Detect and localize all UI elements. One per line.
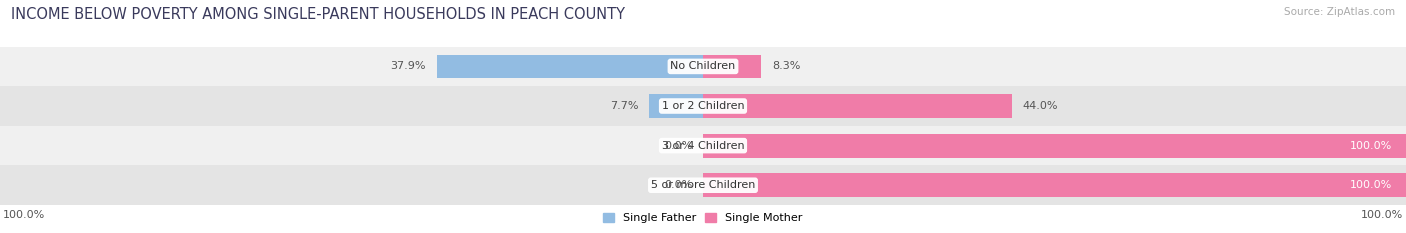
- Text: No Children: No Children: [671, 62, 735, 71]
- Bar: [703, 55, 762, 78]
- Bar: [436, 55, 703, 78]
- Legend: Single Father, Single Mother: Single Father, Single Mother: [599, 208, 807, 227]
- Text: 0.0%: 0.0%: [664, 180, 693, 190]
- Text: Source: ZipAtlas.com: Source: ZipAtlas.com: [1284, 7, 1395, 17]
- Text: 37.9%: 37.9%: [391, 62, 426, 71]
- Bar: [703, 134, 1406, 158]
- Text: 5 or more Children: 5 or more Children: [651, 180, 755, 190]
- Bar: [0, 47, 1406, 86]
- Bar: [0, 165, 1406, 205]
- Text: 8.3%: 8.3%: [772, 62, 800, 71]
- Bar: [703, 94, 1012, 118]
- Bar: [0, 126, 1406, 165]
- Text: 3 or 4 Children: 3 or 4 Children: [662, 141, 744, 151]
- Text: 100.0%: 100.0%: [1361, 210, 1403, 220]
- Text: 100.0%: 100.0%: [3, 210, 45, 220]
- Text: 44.0%: 44.0%: [1024, 101, 1059, 111]
- Text: 100.0%: 100.0%: [1350, 180, 1392, 190]
- Bar: [0, 86, 1406, 126]
- Bar: [650, 94, 703, 118]
- Text: 100.0%: 100.0%: [1350, 141, 1392, 151]
- Text: 0.0%: 0.0%: [664, 141, 693, 151]
- Text: 1 or 2 Children: 1 or 2 Children: [662, 101, 744, 111]
- Bar: [703, 173, 1406, 197]
- Text: 7.7%: 7.7%: [610, 101, 638, 111]
- Text: INCOME BELOW POVERTY AMONG SINGLE-PARENT HOUSEHOLDS IN PEACH COUNTY: INCOME BELOW POVERTY AMONG SINGLE-PARENT…: [11, 7, 626, 22]
